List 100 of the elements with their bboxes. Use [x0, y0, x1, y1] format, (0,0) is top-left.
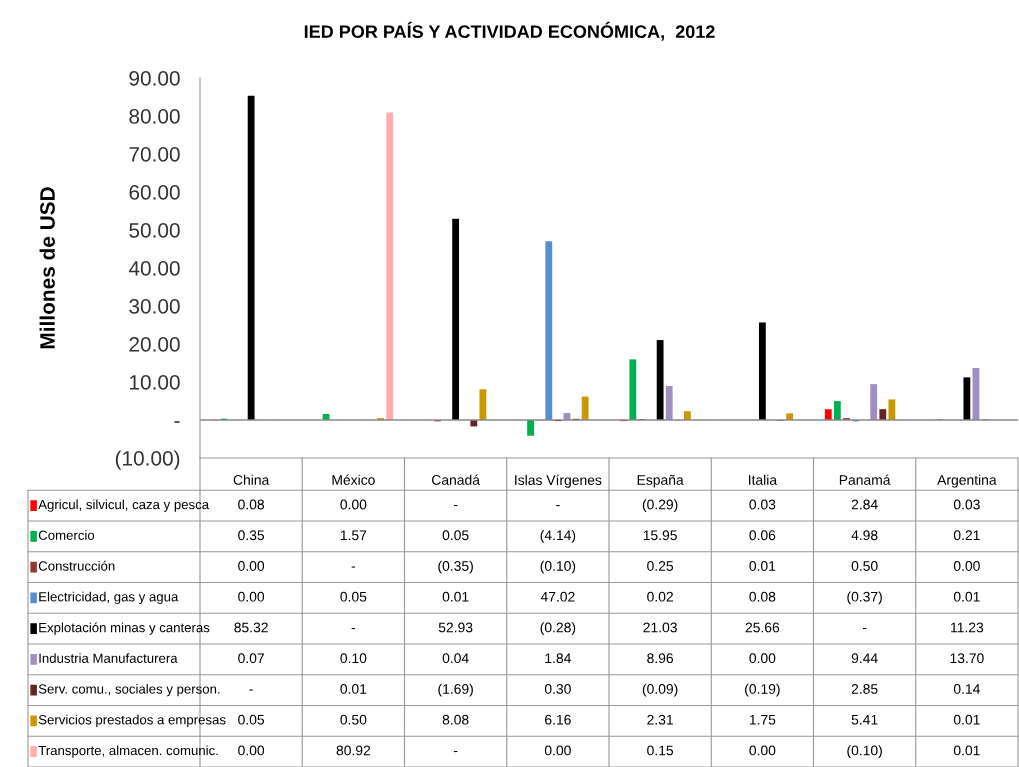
data-label: 52.93: [438, 622, 473, 633]
legend-label: Construcción: [38, 560, 115, 571]
data-label: 0.00: [238, 745, 265, 756]
data-label: 1.75: [749, 714, 776, 725]
data-label: 0.05: [238, 714, 265, 725]
data-label: 0.03: [953, 499, 980, 510]
y-tick-label: 10.00: [130, 375, 180, 390]
data-label: 8.08: [442, 714, 469, 725]
data-label: 6.16: [545, 714, 571, 725]
data-label: 0.07: [238, 653, 264, 664]
data-label: 0.00: [340, 499, 367, 510]
data-label: 0.14: [953, 684, 980, 694]
data-label: (0.19): [745, 683, 780, 697]
data-label: 25.66: [745, 622, 780, 633]
data-label: 0.01: [442, 591, 469, 602]
data-label: 0.00: [749, 653, 776, 664]
data-label: 80.92: [336, 745, 371, 756]
data-label: 0.01: [953, 591, 980, 602]
data-label: (0.35): [438, 560, 473, 574]
data-label: 8.96: [647, 653, 674, 664]
text: -: [453, 750, 458, 753]
text: -: [351, 566, 356, 568]
data-label: 0.04: [442, 653, 469, 664]
data-label: 0.35: [238, 530, 265, 541]
data-label: 0.02: [647, 591, 673, 602]
data-label: 0.00: [238, 561, 265, 571]
data-label: 0.01: [340, 684, 367, 694]
y-tick-label: 50.00: [129, 223, 180, 238]
data-label: 15.95: [643, 530, 677, 541]
data-label: 0.01: [749, 561, 776, 571]
data-label: 2.31: [647, 714, 673, 725]
text: -: [351, 628, 356, 630]
y-tick-label: 30.00: [129, 299, 180, 314]
data-label: 2.84: [851, 499, 878, 510]
text: -: [862, 628, 867, 630]
data-label: 85.32: [234, 622, 268, 633]
legend-label: Agricul, silvicul, caza y pesca: [38, 499, 210, 512]
data-label: 0.15: [647, 745, 674, 756]
data-label: 5.41: [851, 714, 878, 725]
text: -: [556, 505, 560, 507]
data-label: 0.30: [544, 684, 571, 694]
data-label: (4.14): [540, 529, 576, 543]
y-tick-label: 40.00: [128, 261, 180, 276]
data-label: 0.05: [340, 591, 367, 602]
data-label: 9.44: [851, 653, 878, 664]
data-label: (0.28): [540, 622, 576, 636]
y-tick-label: -: [174, 421, 180, 423]
data-label: 0.06: [749, 530, 776, 541]
x-tick-label: Panamá: [839, 474, 891, 485]
y-tick-label: 60.00: [129, 185, 180, 200]
legend-label: Industria Manufacturera: [39, 653, 178, 663]
data-label: 0.50: [340, 714, 367, 725]
data-label: (1.69): [438, 683, 473, 697]
data-label: 0.00: [953, 561, 980, 571]
data-label: 0.00: [749, 745, 776, 756]
legend-label: Serv. comu., sociales y person.: [38, 683, 220, 697]
text: -: [453, 505, 458, 507]
x-tick-label: Italia: [748, 474, 778, 485]
data-label: 1.84: [545, 653, 571, 664]
data-label: 47.02: [540, 591, 575, 602]
legend-label: Explotación minas y canteras: [39, 622, 210, 635]
data-label: 0.08: [238, 499, 265, 510]
data-label: (0.29): [642, 499, 678, 513]
data-label: 13.70: [950, 653, 984, 664]
data-label: (0.10): [540, 560, 576, 574]
chart-title: IED POR PAÍS Y ACTIVIDAD ECONÓMICA, 2012: [304, 21, 715, 41]
data-label: (0.10): [847, 745, 882, 759]
x-tick-label: España: [637, 474, 684, 488]
x-tick-label: Islas Vírgenes: [515, 474, 602, 488]
legend-label: Servicios prestados a empresas: [38, 714, 226, 728]
legend-label: Transporte, almacen. comunic.: [38, 745, 218, 758]
x-tick-label: Argentina: [937, 474, 997, 488]
legend-label: Comercio: [38, 530, 95, 540]
data-label: 11.23: [951, 622, 984, 633]
y-tick-label: (10.00): [115, 450, 180, 470]
x-tick-label: China: [233, 474, 270, 485]
data-label: 0.50: [851, 561, 878, 571]
data-label: 0.01: [953, 745, 980, 756]
data-label: 2.85: [851, 684, 878, 694]
data-label: 0.00: [238, 591, 265, 602]
data-label: 0.25: [647, 561, 674, 571]
data-label: 4.98: [851, 530, 878, 541]
data-label: 0.03: [749, 499, 776, 510]
x-tick-label: México: [332, 474, 375, 485]
data-label: 0.21: [953, 530, 980, 541]
y-tick-label: 90.00: [129, 71, 180, 86]
y-tick-label: 80.00: [129, 109, 180, 124]
data-label: (0.09): [642, 683, 678, 697]
legend-label: Electricidad, gas y agua: [39, 591, 179, 605]
data-label: 0.10: [340, 653, 367, 664]
data-label: (0.37): [847, 591, 882, 605]
data-label: 0.08: [749, 591, 776, 602]
text: -: [249, 689, 253, 691]
y-axis-title: Millones de USD: [39, 187, 55, 349]
data-label: 0.01: [953, 714, 980, 725]
data-label: 0.00: [544, 745, 571, 756]
data-label: 21.03: [643, 622, 677, 633]
x-tick-label: Canadá: [432, 474, 480, 485]
data-label: 1.57: [340, 530, 367, 541]
y-tick-label: 20.00: [129, 337, 180, 352]
